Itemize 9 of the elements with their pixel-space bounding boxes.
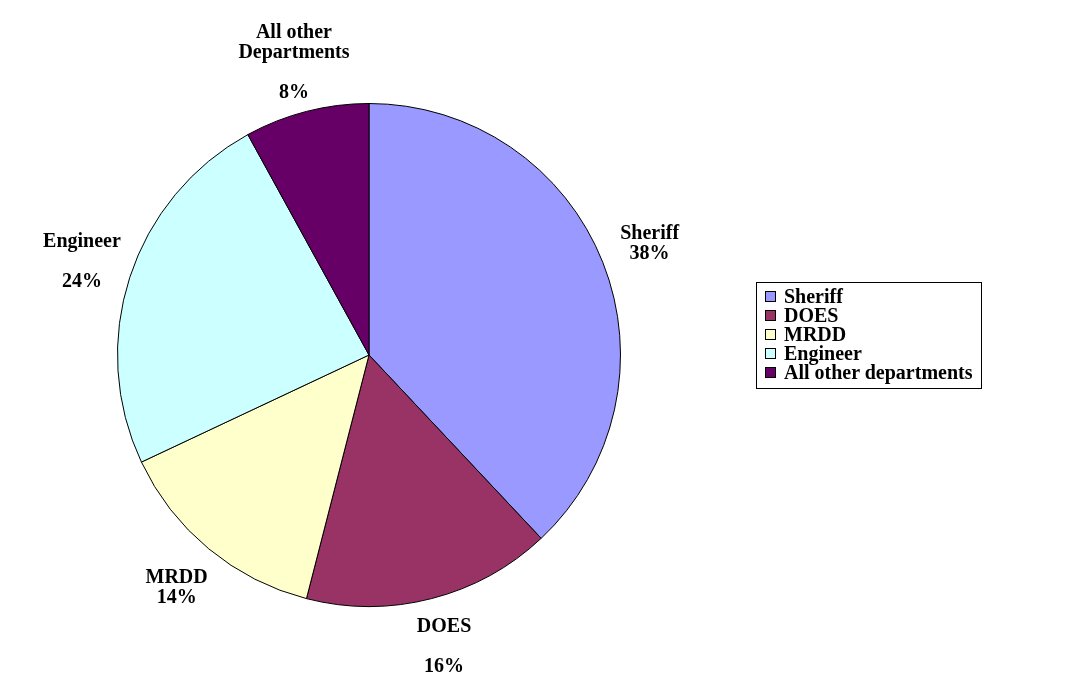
data-label: All other Departments 8% [238,19,350,102]
data-label: DOES 16% [416,614,472,677]
data-label: Engineer 24% [43,228,121,291]
legend-label: MRDD [784,323,847,345]
legend-label: Engineer [784,342,862,364]
data-label: Sheriff 38% [620,221,680,264]
legend-label: Sheriff [784,285,843,307]
legend-label: DOES [784,304,839,326]
data-label: MRDD 14% [145,564,208,607]
